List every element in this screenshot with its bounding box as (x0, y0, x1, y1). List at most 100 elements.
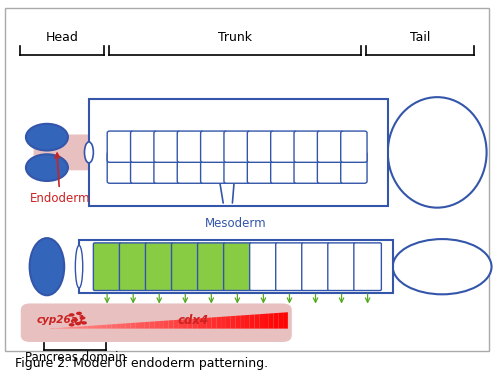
FancyBboxPatch shape (154, 131, 180, 162)
Polygon shape (221, 317, 226, 328)
FancyBboxPatch shape (89, 99, 388, 206)
Polygon shape (130, 323, 135, 328)
Polygon shape (211, 317, 216, 328)
Polygon shape (116, 324, 121, 328)
Ellipse shape (388, 97, 487, 208)
Text: Endoderm: Endoderm (30, 153, 90, 205)
Polygon shape (64, 327, 69, 328)
FancyBboxPatch shape (224, 243, 251, 290)
FancyBboxPatch shape (120, 243, 147, 290)
Text: Tail: Tail (410, 31, 430, 44)
FancyBboxPatch shape (177, 152, 204, 183)
Polygon shape (140, 322, 145, 328)
Text: aldh1a2 (Retinoic Acid): aldh1a2 (Retinoic Acid) (99, 279, 220, 290)
FancyBboxPatch shape (93, 243, 121, 290)
FancyBboxPatch shape (341, 131, 367, 162)
FancyBboxPatch shape (107, 152, 133, 183)
Polygon shape (240, 315, 245, 328)
FancyBboxPatch shape (198, 243, 225, 290)
Polygon shape (121, 323, 125, 328)
FancyBboxPatch shape (79, 240, 393, 293)
Polygon shape (283, 312, 288, 328)
FancyBboxPatch shape (177, 131, 204, 162)
FancyBboxPatch shape (224, 152, 250, 183)
Polygon shape (231, 316, 236, 328)
FancyBboxPatch shape (328, 243, 355, 290)
Polygon shape (69, 327, 73, 328)
Polygon shape (73, 327, 78, 328)
Text: Mesoderm: Mesoderm (205, 217, 266, 230)
FancyBboxPatch shape (294, 152, 320, 183)
FancyBboxPatch shape (201, 131, 227, 162)
Text: Figure 2. Model of endoderm patterning.: Figure 2. Model of endoderm patterning. (15, 357, 268, 370)
Polygon shape (145, 322, 150, 328)
Ellipse shape (393, 239, 492, 294)
Polygon shape (83, 326, 87, 328)
FancyBboxPatch shape (145, 243, 173, 290)
FancyBboxPatch shape (317, 131, 344, 162)
Polygon shape (278, 312, 283, 328)
Ellipse shape (26, 124, 68, 150)
Text: Pancreas domain: Pancreas domain (25, 352, 126, 365)
Ellipse shape (76, 312, 82, 315)
FancyBboxPatch shape (5, 8, 489, 351)
Ellipse shape (75, 322, 81, 325)
Polygon shape (135, 322, 140, 328)
FancyBboxPatch shape (130, 152, 157, 183)
Ellipse shape (69, 313, 75, 317)
Polygon shape (97, 325, 102, 328)
Polygon shape (254, 314, 259, 328)
FancyBboxPatch shape (271, 152, 297, 183)
FancyBboxPatch shape (341, 152, 367, 183)
FancyBboxPatch shape (21, 303, 292, 342)
Polygon shape (102, 325, 107, 328)
Polygon shape (92, 325, 97, 328)
Polygon shape (78, 326, 83, 328)
FancyBboxPatch shape (247, 152, 274, 183)
Polygon shape (112, 324, 116, 328)
Text: Head: Head (45, 31, 78, 44)
FancyBboxPatch shape (34, 134, 448, 170)
Polygon shape (150, 322, 154, 328)
Polygon shape (236, 315, 240, 328)
FancyBboxPatch shape (171, 243, 199, 290)
Ellipse shape (81, 321, 87, 325)
Polygon shape (264, 314, 269, 328)
Polygon shape (202, 318, 207, 328)
Text: cyp26a1: cyp26a1 (37, 315, 86, 325)
Ellipse shape (75, 245, 82, 288)
Ellipse shape (72, 318, 78, 322)
Polygon shape (249, 315, 254, 328)
Ellipse shape (84, 142, 93, 163)
Polygon shape (188, 319, 193, 328)
Ellipse shape (80, 316, 85, 320)
FancyBboxPatch shape (130, 131, 157, 162)
FancyBboxPatch shape (276, 243, 303, 290)
FancyBboxPatch shape (317, 152, 344, 183)
Polygon shape (164, 320, 168, 328)
Polygon shape (125, 323, 130, 328)
Polygon shape (168, 320, 173, 328)
Polygon shape (197, 318, 202, 328)
Polygon shape (226, 316, 231, 328)
FancyBboxPatch shape (271, 131, 297, 162)
Polygon shape (274, 313, 278, 328)
Polygon shape (216, 317, 221, 328)
FancyBboxPatch shape (107, 131, 133, 162)
Polygon shape (154, 321, 159, 328)
FancyBboxPatch shape (302, 243, 329, 290)
Polygon shape (159, 321, 164, 328)
Text: Trunk: Trunk (218, 31, 251, 44)
FancyBboxPatch shape (249, 243, 277, 290)
Polygon shape (259, 314, 264, 328)
Polygon shape (107, 324, 112, 328)
Polygon shape (245, 315, 249, 328)
Polygon shape (183, 319, 188, 328)
FancyBboxPatch shape (154, 152, 180, 183)
Polygon shape (207, 317, 211, 328)
FancyBboxPatch shape (224, 131, 250, 162)
Polygon shape (87, 326, 92, 328)
Polygon shape (193, 319, 197, 328)
Polygon shape (269, 313, 274, 328)
Ellipse shape (26, 154, 68, 181)
